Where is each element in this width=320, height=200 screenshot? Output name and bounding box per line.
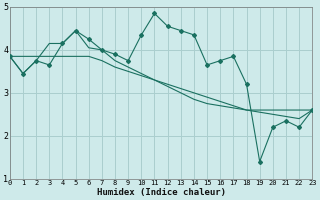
X-axis label: Humidex (Indice chaleur): Humidex (Indice chaleur) bbox=[97, 188, 226, 197]
